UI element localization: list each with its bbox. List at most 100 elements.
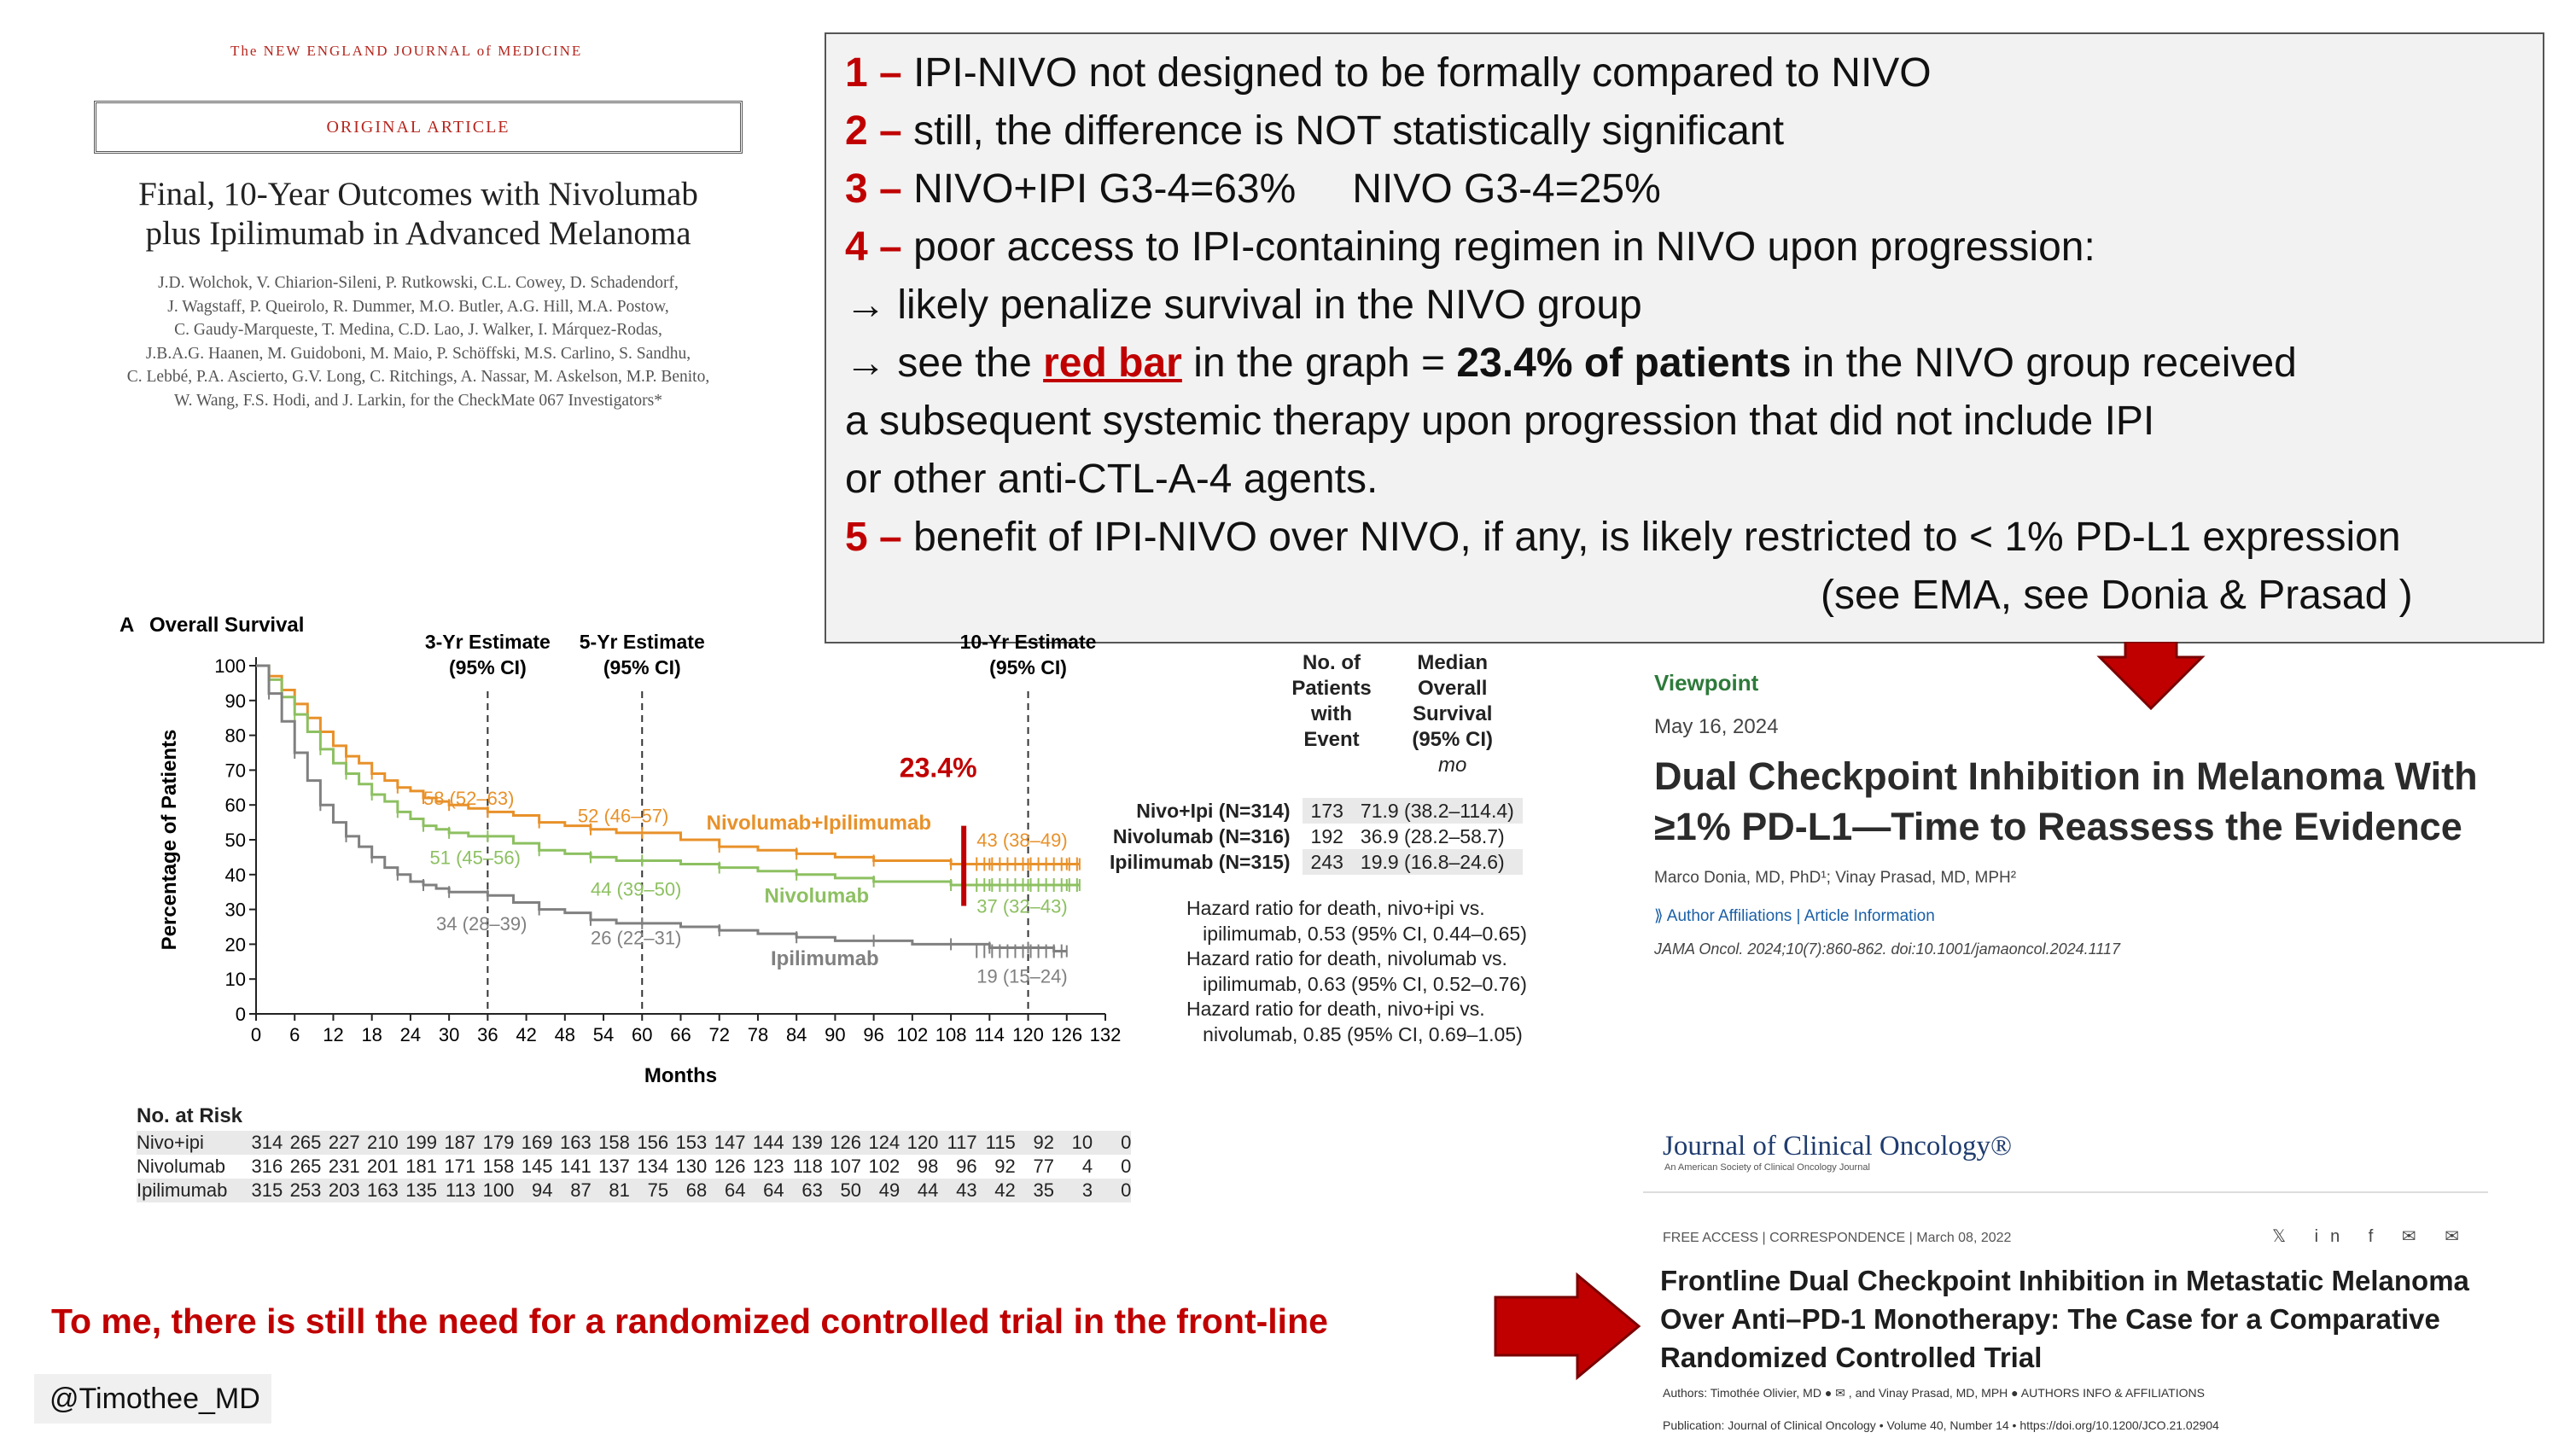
- at-risk-value: 314: [244, 1131, 283, 1155]
- at-risk-value: 139: [784, 1131, 823, 1155]
- estimate-label: 10-Yr Estimate: [960, 631, 1097, 653]
- y-axis-label: Percentage of Patients: [158, 730, 181, 951]
- at-risk-value: 169: [514, 1131, 553, 1155]
- estimate-value-label: 52 (46–57): [578, 806, 668, 827]
- at-risk-value: 265: [289, 1156, 322, 1177]
- viewpoint-label: Viewpoint: [1654, 670, 1759, 696]
- events-header: No. of Patients with Event: [1291, 651, 1372, 751]
- at-risk-value: 145: [521, 1156, 553, 1177]
- note-4d: or other anti-CTL-A-4 agents.: [845, 457, 1378, 502]
- x-tick-label: 84: [786, 1024, 807, 1045]
- at-risk-value: 210: [359, 1131, 399, 1155]
- median-row: Nivo+Ipi (N=314) 173 71.9 (38.2–114.4): [1101, 798, 1523, 824]
- at-risk-group: Nivo+ipi: [137, 1131, 244, 1155]
- at-risk-value: 113: [436, 1179, 476, 1202]
- at-risk-value: 87: [552, 1179, 592, 1202]
- at-risk-value: 163: [552, 1131, 592, 1155]
- overall-survival-chart: A Overall Survival 0 10 20 30 40 50 60 70 80 90 100 0…: [119, 614, 1122, 1087]
- x-tick-label: 90: [825, 1024, 845, 1045]
- median-row: Ipilimumab (N=315) 243 19.9 (16.8–24.6): [1101, 849, 1523, 875]
- at-risk-value: 64: [707, 1179, 746, 1202]
- estimate-value-label: 43 (38–49): [976, 830, 1067, 851]
- hazard-ratio-line: Hazard ratio for death, nivo+ipi vs.: [1186, 998, 1485, 1020]
- at-risk-value: 144: [745, 1131, 784, 1155]
- estimate-value-label: 34 (28–39): [436, 913, 527, 935]
- author-line: J. Wagstaff, P. Queirolo, R. Dummer, M.O…: [167, 297, 669, 316]
- divider: [1643, 1191, 2488, 1193]
- median-events: 173: [1302, 798, 1352, 824]
- paper-title: Final, 10-Year Outcomes with Nivolumab p…: [102, 175, 734, 253]
- median-row: Nivolumab (N=316) 192 36.9 (28.2–58.7): [1101, 824, 1523, 849]
- viewpoint-title[interactable]: Dual Checkpoint Inhibition in Melanoma W…: [1654, 754, 2478, 848]
- x-tick-label: 18: [361, 1024, 382, 1045]
- at-risk-value: 10: [1053, 1131, 1093, 1155]
- note-2: 2 – still, the difference is NOT statist…: [845, 108, 1785, 154]
- at-risk-value: 231: [328, 1156, 360, 1177]
- at-risk-value: 201: [367, 1156, 399, 1177]
- estimate-value-label: 51 (45–56): [430, 847, 521, 869]
- author-handle: @Timothee_MD: [50, 1383, 260, 1415]
- at-risk-value: 35: [1015, 1179, 1054, 1202]
- viewpoint-authors: Marco Donia, MD, PhD¹; Vinay Prasad, MD,…: [1654, 869, 2017, 887]
- note-1: 1 – IPI-NIVO not designed to be formally…: [845, 50, 1932, 96]
- x-axis-label: Months: [644, 1064, 717, 1087]
- x-tick-label: 48: [555, 1024, 575, 1045]
- hazard-ratio-line: ipilimumab, 0.63 (95% CI, 0.52–0.76): [1186, 972, 1527, 995]
- x-tick-label: 42: [516, 1024, 536, 1045]
- at-risk-value: 42: [976, 1179, 1016, 1202]
- median-group: Nivolumab (N=316): [1112, 824, 1291, 847]
- at-risk-value: 92: [1015, 1131, 1054, 1155]
- y-tick-label: 0: [236, 1004, 246, 1025]
- paper-authors: J.D. Wolchok, V. Chiarion-Sileni, P. Rut…: [90, 271, 747, 412]
- share-icons[interactable]: 𝕏 in f ✉ ✉: [2272, 1227, 2471, 1246]
- x-tick-label: 24: [400, 1024, 421, 1045]
- x-tick-label: 102: [897, 1024, 929, 1045]
- author-line: W. Wang, F.S. Hodi, and J. Larkin, for t…: [173, 391, 663, 410]
- at-risk-value: 44: [900, 1179, 939, 1202]
- at-risk-value: 265: [283, 1131, 322, 1155]
- chart-title: Overall Survival: [149, 614, 304, 637]
- at-risk-value: 126: [822, 1131, 861, 1155]
- arrow-right-icon: [1494, 1272, 1641, 1381]
- jco-title[interactable]: Frontline Dual Checkpoint Inhibition in …: [1660, 1265, 2469, 1373]
- series-line: [256, 664, 1080, 866]
- at-risk-title: No. at Risk: [137, 1104, 243, 1127]
- at-risk-value: 107: [830, 1156, 861, 1177]
- median-group: Ipilimumab (N=315): [1110, 850, 1291, 873]
- at-risk-value: 187: [436, 1131, 476, 1155]
- at-risk-value: 135: [398, 1179, 437, 1202]
- x-tick-label: 132: [1090, 1024, 1122, 1045]
- estimate-value-label: 37 (32–43): [976, 896, 1067, 917]
- at-risk-value: 147: [707, 1131, 746, 1155]
- y-tick-label: 20: [225, 934, 246, 955]
- at-risk-value: 153: [668, 1131, 708, 1155]
- note-5: 5 – benefit of IPI-NIVO over NIVO, if an…: [845, 515, 2401, 560]
- note-4a: → likely penalize survival in the NIVO g…: [845, 282, 1642, 328]
- series-line: [256, 664, 1080, 887]
- at-risk-value: 117: [938, 1131, 977, 1155]
- at-risk-group: Ipilimumab: [137, 1179, 244, 1202]
- estimate-value-label: 58 (52–63): [423, 788, 514, 809]
- x-tick-label: 54: [593, 1024, 614, 1045]
- median-events: 192: [1310, 824, 1343, 847]
- x-tick-label: 60: [632, 1024, 652, 1045]
- at-risk-value: 316: [251, 1156, 283, 1177]
- at-risk-table: Nivo+ipi 314 265 227 210 199 187 179 169 163 158 15…: [137, 1131, 1132, 1202]
- at-risk-value: 130: [675, 1156, 708, 1177]
- paper-title-line: Final, 10-Year Outcomes with Nivolumab: [138, 176, 698, 213]
- at-risk-value: 3: [1053, 1179, 1093, 1202]
- y-tick-label: 50: [225, 830, 246, 851]
- hazard-ratio-line: ipilimumab, 0.53 (95% CI, 0.44–0.65): [1186, 922, 1527, 945]
- at-risk-value: 124: [861, 1131, 900, 1155]
- x-tick-label: 6: [289, 1024, 300, 1045]
- journal-name: The NEW ENGLAND JOURNAL of MEDICINE: [230, 43, 583, 59]
- estimate-value-label: 19 (15–24): [976, 965, 1067, 987]
- hazard-ratio-line: Hazard ratio for death, nivolumab vs.: [1186, 947, 1507, 969]
- jco-meta: FREE ACCESS | CORRESPONDENCE | March 08,…: [1663, 1231, 2012, 1245]
- viewpoint-links[interactable]: ⟫ Author Affiliations | Article Informat…: [1654, 907, 1935, 925]
- median-table-header: No. of Patients with Event Median Overall Sur…: [1285, 650, 1521, 778]
- at-risk-value: 102: [868, 1156, 900, 1177]
- y-tick-label: 60: [225, 795, 246, 816]
- at-risk-value: 43: [938, 1179, 977, 1202]
- note-4c: a subsequent systemic therapy upon progr…: [845, 399, 2155, 444]
